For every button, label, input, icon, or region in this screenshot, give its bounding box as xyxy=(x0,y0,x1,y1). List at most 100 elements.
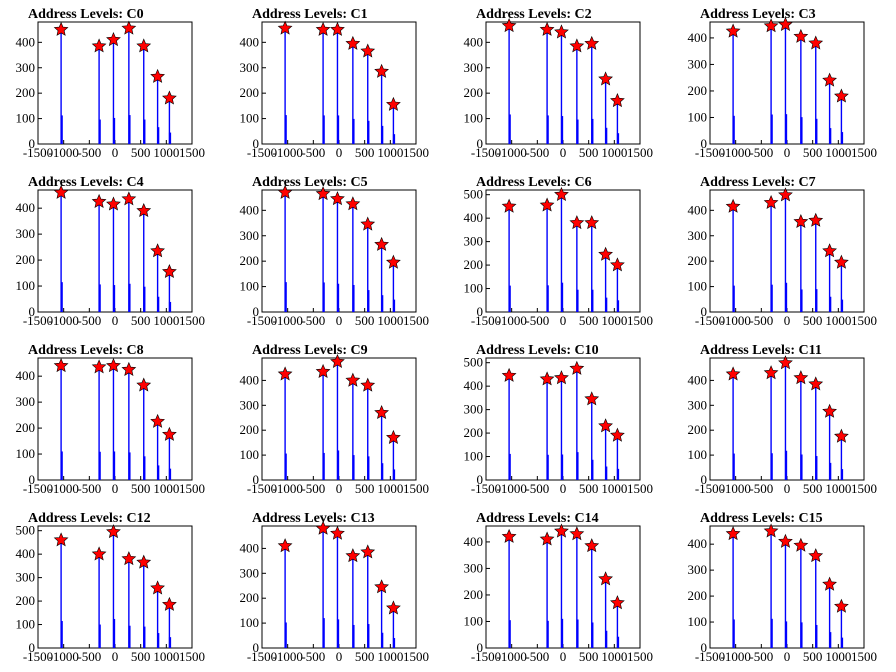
histogram-bar xyxy=(284,115,287,144)
peak-marker xyxy=(162,264,177,279)
x-tick-label: 0 xyxy=(112,313,119,328)
peak-marker xyxy=(386,96,401,111)
peak-marker xyxy=(584,391,600,406)
panel-title: Address Levels: C15 xyxy=(700,511,823,526)
x-tick-label: 500 xyxy=(579,313,599,328)
peak-marker xyxy=(53,21,69,36)
x-tick-label: 0 xyxy=(336,649,343,664)
histogram-bar xyxy=(381,295,384,312)
histogram-bar xyxy=(732,453,735,480)
y-tick-label: 200 xyxy=(240,590,260,605)
peak-marker xyxy=(91,193,107,208)
y-tick-label: 400 xyxy=(240,34,260,49)
histogram-bar xyxy=(616,300,620,312)
panel-title: Address Levels: C8 xyxy=(28,343,144,358)
histogram-bar xyxy=(591,289,594,312)
peak-marker xyxy=(834,428,849,443)
x-tick-label: -1500 xyxy=(23,313,53,328)
y-tick-label: 0 xyxy=(477,472,484,487)
histogram-bar xyxy=(128,452,131,480)
y-tick-label: 400 xyxy=(688,372,708,387)
panel-title: Address Levels: C0 xyxy=(28,7,144,22)
histogram-bar xyxy=(800,622,803,648)
histogram-bar xyxy=(800,117,803,144)
x-tick-label: 1000 xyxy=(153,313,179,328)
y-tick-label: 300 xyxy=(464,560,484,575)
peak-marker xyxy=(315,520,331,535)
y-tick-label: 300 xyxy=(16,394,36,409)
panel-c3: Address Levels: C3-1500-1000-500 0 500 1000… xyxy=(688,7,878,160)
x-tick-label: -1500 xyxy=(695,481,725,496)
panel-c4: Address Levels: C4-1500-1000-500 0 500 1000… xyxy=(16,175,206,328)
panel-title: Address Levels: C1 xyxy=(252,7,368,22)
x-tick-label: -1500 xyxy=(23,481,53,496)
y-tick-label: 500 xyxy=(16,523,36,538)
peak-marker xyxy=(121,20,137,35)
panel-title: Address Levels: C10 xyxy=(476,343,599,358)
x-tick-label: -500 xyxy=(77,313,101,328)
x-tick-label: -1000 xyxy=(720,145,750,160)
histogram-bar xyxy=(336,450,340,480)
histogram-bar xyxy=(128,115,131,144)
panel-c11: Address Levels: C11-1500-1000-500 0 500 100… xyxy=(688,343,878,496)
x-tick-label: 0 xyxy=(112,481,119,496)
histogram-bar xyxy=(98,284,101,312)
histogram-bar xyxy=(616,636,620,648)
histogram-bar xyxy=(784,621,788,648)
y-tick-label: 300 xyxy=(16,60,36,75)
peak-marker xyxy=(315,363,331,378)
x-tick-label: -1500 xyxy=(471,649,501,664)
histogram-bar xyxy=(392,299,396,312)
y-tick-label: 0 xyxy=(29,304,36,319)
peak-marker xyxy=(360,43,376,58)
histogram-bar xyxy=(815,624,818,648)
x-tick-label: 1000 xyxy=(153,481,179,496)
x-tick-label: 1500 xyxy=(851,145,877,160)
histogram-bar xyxy=(616,468,620,480)
histogram-bar xyxy=(784,450,788,480)
x-tick-label: 0 xyxy=(560,313,567,328)
x-tick-label: -1500 xyxy=(471,145,501,160)
peak-marker xyxy=(834,598,849,613)
histogram-bar xyxy=(815,118,818,144)
peak-marker xyxy=(793,214,809,229)
peak-marker xyxy=(106,196,121,211)
x-tick-label: 0 xyxy=(336,145,343,160)
peak-marker xyxy=(360,544,376,559)
peak-marker xyxy=(725,366,741,381)
peak-marker xyxy=(569,215,585,230)
histogram-bar xyxy=(112,285,116,312)
peak-marker xyxy=(598,71,613,86)
peak-marker xyxy=(136,377,152,392)
peak-marker xyxy=(106,524,121,539)
peak-marker xyxy=(725,23,741,38)
y-tick-label: 100 xyxy=(240,615,260,630)
peak-marker xyxy=(360,377,376,392)
histogram-bar xyxy=(732,285,735,312)
panel-title: Address Levels: C2 xyxy=(476,7,592,22)
peak-marker xyxy=(106,32,121,47)
x-tick-label: -500 xyxy=(77,481,101,496)
peak-marker xyxy=(374,63,389,78)
x-tick-label: 1500 xyxy=(403,481,429,496)
y-tick-label: 200 xyxy=(16,252,36,267)
panel-c1: Address Levels: C1-1500-1000-500 0 500 1000… xyxy=(240,7,430,160)
histogram-bar xyxy=(98,624,101,648)
peak-marker xyxy=(569,360,585,375)
y-tick-label: 400 xyxy=(464,34,484,49)
peak-marker xyxy=(150,580,165,595)
x-tick-label: 1500 xyxy=(627,481,653,496)
y-tick-label: 0 xyxy=(29,136,36,151)
histogram-bar xyxy=(546,115,549,144)
peak-marker xyxy=(778,16,793,31)
peak-marker xyxy=(53,184,69,199)
peak-marker xyxy=(763,523,779,538)
x-tick-label: -1000 xyxy=(496,649,526,664)
histogram-bar xyxy=(576,119,579,144)
peak-marker xyxy=(330,191,345,206)
x-tick-label: 1000 xyxy=(601,313,627,328)
panel-title: Address Levels: C12 xyxy=(28,511,151,526)
histogram-bar xyxy=(616,133,620,144)
histogram-bar xyxy=(770,453,773,480)
peak-marker xyxy=(778,187,793,202)
